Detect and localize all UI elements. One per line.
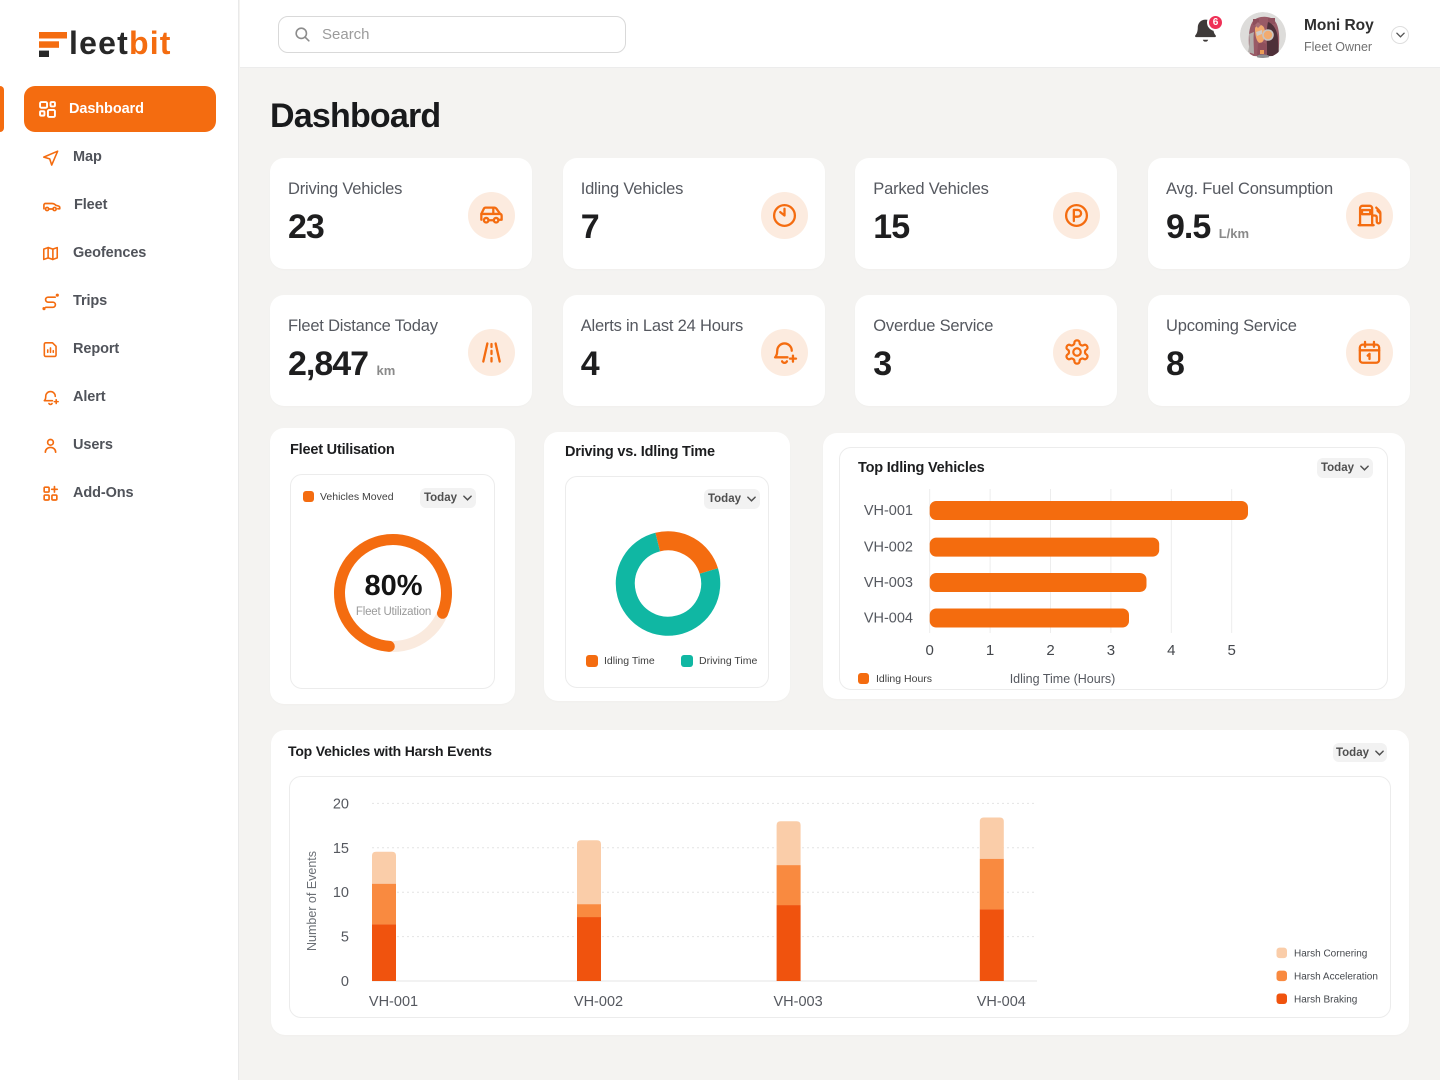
svg-text:20: 20 [333, 796, 349, 812]
svg-text:5: 5 [341, 930, 349, 946]
svg-text:VH-003: VH-003 [774, 994, 823, 1010]
svg-text:VH-002: VH-002 [864, 540, 913, 556]
svg-text:VH-003: VH-003 [864, 575, 913, 591]
svg-text:Harsh Cornering: Harsh Cornering [1294, 949, 1367, 960]
svg-text:2: 2 [1046, 642, 1054, 659]
svg-text:0: 0 [926, 642, 934, 659]
svg-text:5: 5 [1228, 642, 1236, 659]
svg-text:Harsh Braking: Harsh Braking [1294, 995, 1357, 1006]
svg-text:0: 0 [341, 974, 349, 990]
svg-text:VH-004: VH-004 [977, 994, 1026, 1010]
svg-text:VH-004: VH-004 [864, 611, 913, 627]
svg-text:1: 1 [986, 642, 994, 659]
svg-text:Idling Hours: Idling Hours [876, 673, 932, 685]
svg-text:3: 3 [1107, 642, 1115, 659]
svg-text:10: 10 [333, 885, 349, 901]
svg-text:15: 15 [333, 841, 349, 857]
svg-text:Number of Events: Number of Events [305, 851, 319, 951]
svg-text:VH-001: VH-001 [864, 503, 913, 519]
svg-text:4: 4 [1167, 642, 1175, 659]
svg-text:Idling Time (Hours): Idling Time (Hours) [1010, 672, 1116, 686]
svg-text:VH-001: VH-001 [369, 994, 418, 1010]
svg-text:VH-002: VH-002 [574, 994, 623, 1010]
svg-text:Harsh Acceleration: Harsh Acceleration [1294, 972, 1378, 983]
